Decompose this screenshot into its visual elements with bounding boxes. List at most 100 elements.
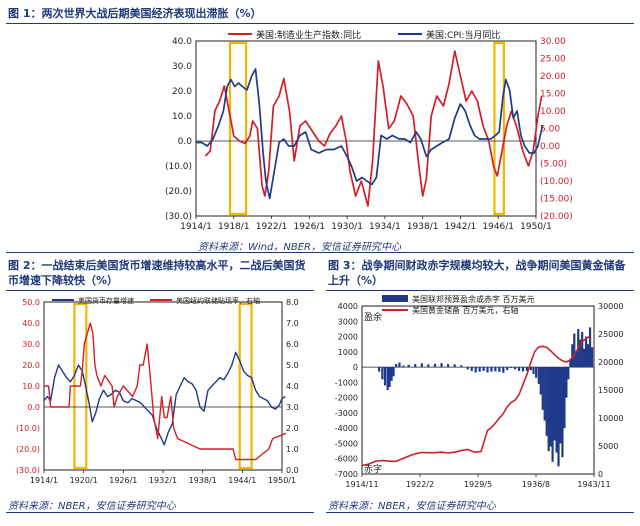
fig1-x-tick-9: 1950/1	[520, 222, 552, 232]
fig3-x-tick-3: 1936/8	[522, 480, 550, 489]
fig3-y-left-tick-10: -6000	[335, 455, 358, 464]
fig3-series-0-bar-54	[569, 359, 572, 368]
fig2-chart: 50.0 40.0 30.0 20.0 10.0 0.0 (10.0) (20.0) (30.0…	[16, 296, 299, 485]
fig3-x-tick-4: 1943/11	[577, 480, 610, 489]
fig1-y-right-tick-9: (15.00)	[540, 195, 573, 205]
fig1-legend-red-label: 美国:制造业生产指数:同比	[256, 29, 361, 41]
fig3-series-0-bar-23	[482, 367, 485, 371]
fig3-series-0-bar-42	[545, 367, 548, 436]
fig2-source-rule	[6, 512, 314, 513]
fig3-series-0-bar-47	[555, 367, 558, 453]
fig3-legend-swatch-blue	[382, 295, 408, 302]
fig3-series-0-bar-55	[571, 344, 574, 368]
fig3-series-0-bar-46	[553, 367, 556, 441]
fig2-series-0-line	[43, 351, 286, 446]
fig3-series-0-bar-18	[460, 365, 463, 368]
fig3-title-rule	[326, 290, 634, 291]
fig3-series-0-bar-16	[446, 364, 450, 368]
fig1-y-right-tick-6: 0.00	[540, 142, 560, 152]
fig3-series-0-bar-60	[581, 331, 584, 368]
fig1-highlight-box-1	[493, 41, 505, 216]
fig3-series-0-bar-27	[498, 367, 501, 372]
fig3-series-0-bar-59	[579, 339, 582, 368]
fig1-y-left-tick-7: (30.0)	[165, 212, 192, 222]
fig3-series-0-bar-63	[586, 344, 590, 368]
fig3-legend-blue-label: 美国联邦预算盈余或赤字 百万美元	[412, 294, 535, 304]
fig3-annotation-surplus: 盈余	[364, 311, 382, 323]
fig2-x-tick-6: 1950/1	[268, 476, 296, 485]
fig3-series-0-bar-0	[377, 367, 381, 372]
fig1-source-rule	[6, 252, 634, 253]
fig1-x-tick-6: 1938/1	[407, 222, 439, 232]
fig3-series-0-bar-39	[539, 367, 542, 395]
fig3-y-left-tick-0: 4000	[338, 302, 358, 311]
fig3-series-0-bar-4	[388, 367, 391, 387]
fig3-series-0-bar-65	[590, 347, 594, 368]
fig1-legend: 美国:制造业生产指数:同比 美国:CPI:当月同比	[228, 29, 500, 41]
fig2-y-left-tick-1: 40.0	[22, 319, 40, 328]
fig3-series-0-bar-53	[567, 367, 570, 380]
fig2-title: 图 2：一战结束后美国货币增速维持较高水平，二战后美国货币增速下降较快（%）	[8, 259, 306, 287]
fig3-series-0-bar-30	[510, 367, 513, 369]
fig1-title-rule	[6, 23, 634, 24]
fig3-legend-red-label: 美国黄金储备 百万美元，右轴	[412, 305, 519, 315]
fig3-source: 资料来源：NBER，安信证券研究中心	[328, 501, 496, 512]
fig1-y-left-tick-1: 30.0	[172, 62, 192, 72]
fig2-y-left-tick-3: 20.0	[22, 361, 40, 370]
fig2-y-right-tick-0: 8.0	[286, 298, 299, 307]
fig2-y-left-tick-5: 0.0	[27, 403, 40, 412]
fig1-chart: 40.0 30.0 20.0 10.0 0.0 (10.0) (20.0) (30.0) 30.…	[165, 29, 573, 232]
fig2-y-left-tick-0: 50.0	[22, 298, 40, 307]
fig2-x-tick-0: 1914/1	[30, 476, 58, 485]
fig1-x-tick-7: 1942/1	[445, 222, 477, 232]
fig2-y-left-tick-7: (20.0)	[16, 445, 40, 454]
fig2-legend-blue-label: 美国货币存量增速	[78, 296, 134, 305]
fig1-y-left-tick-3: 10.0	[172, 112, 192, 122]
fig3-series-1-line	[361, 335, 591, 467]
fig2-title-rule	[6, 290, 314, 291]
fig1-x-tick-8: 1946/1	[482, 222, 514, 232]
fig1-x-tick-5: 1934/1	[369, 222, 401, 232]
fig2-y-right-tick-1: 7.0	[286, 319, 299, 328]
fig3-series-0-bar-10	[407, 364, 410, 368]
fig3-series-0-bar-48	[557, 367, 560, 467]
fig3-series-0-bar-38	[537, 367, 540, 384]
fig3-y-left-tick-7: -3000	[335, 409, 358, 418]
fig1-legend-blue-label: 美国:CPI:当月同比	[426, 29, 500, 41]
fig3-series-0-bar-36	[532, 367, 535, 374]
fig3-series-0-bar-28	[502, 367, 505, 373]
fig1-y-right-tick-2: 20.00	[540, 72, 566, 82]
fig3-series-0-bar-62	[585, 336, 588, 368]
fig3-annotation-deficit: 赤字	[364, 463, 382, 475]
fig2-legend: 美国货币存量增速 美国纽约联储贴现率，右轴	[52, 296, 260, 305]
fig3-series-0-bar-20	[470, 367, 473, 371]
fig3-y-left-tick-11: -7000	[335, 470, 358, 479]
fig3-series-0-bar-13	[427, 364, 430, 368]
fig2-y-right-tick-4: 4.0	[286, 382, 299, 391]
fig3-series-0-bar-11	[414, 364, 417, 368]
fig3-series-0-bar-14	[433, 363, 437, 368]
fig3-title: 图 3：战争期间财政赤字规模均较大，战争期间美国黄金储备上升（%）	[328, 259, 626, 287]
fig1-y-right-tick-3: 15.00	[540, 90, 566, 100]
fig3-series-0-bar-5	[390, 367, 393, 381]
fig3-series-0-bar-43	[547, 367, 550, 452]
fig1-x-tick-3: 1926/1	[293, 222, 325, 232]
fig1-y-right-tick-8: (10.00)	[540, 177, 573, 187]
fig2-y-left-tick-8: (30.0)	[16, 466, 40, 475]
fig2-y-right-tick-6: 2.0	[286, 424, 299, 433]
fig2-legend-red-label: 美国纽约联储贴现率，右轴	[176, 296, 260, 305]
fig3-y-right-tick-0: 30000	[598, 302, 623, 311]
fig1-x-tick-0: 1914/1	[180, 222, 212, 232]
fig2-x-tick-3: 1932/1	[149, 476, 177, 485]
fig3-y-right-tick-4: 10000	[598, 414, 623, 423]
fig3-chart: 40003000200010000-1000-2000-3000-4000-50…	[335, 294, 624, 489]
fig3-series-0-bar-64	[588, 327, 592, 368]
fig3-y-right-tick-5: 5000	[598, 442, 618, 451]
fig1-y-left-tick-0: 40.0	[172, 37, 192, 47]
fig3-y-right-tick-3: 15000	[598, 386, 623, 395]
fig2-y-right-tick-5: 3.0	[286, 403, 299, 412]
fig2-x-tick-2: 1926/1	[109, 476, 137, 485]
fig3-series-0-bar-7	[395, 364, 398, 368]
fig3-series-0-bar-57	[575, 351, 578, 368]
fig3-series-0-bar-51	[563, 367, 566, 429]
